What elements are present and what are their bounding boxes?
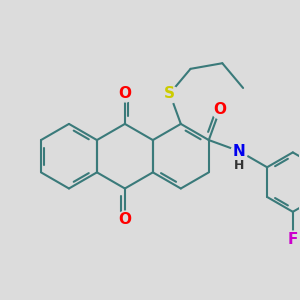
Text: H: H — [234, 159, 244, 172]
Text: F: F — [288, 232, 298, 247]
Text: O: O — [118, 86, 131, 101]
Text: S: S — [164, 86, 175, 101]
Text: O: O — [118, 212, 131, 227]
Text: O: O — [213, 102, 226, 117]
Text: N: N — [233, 144, 245, 159]
